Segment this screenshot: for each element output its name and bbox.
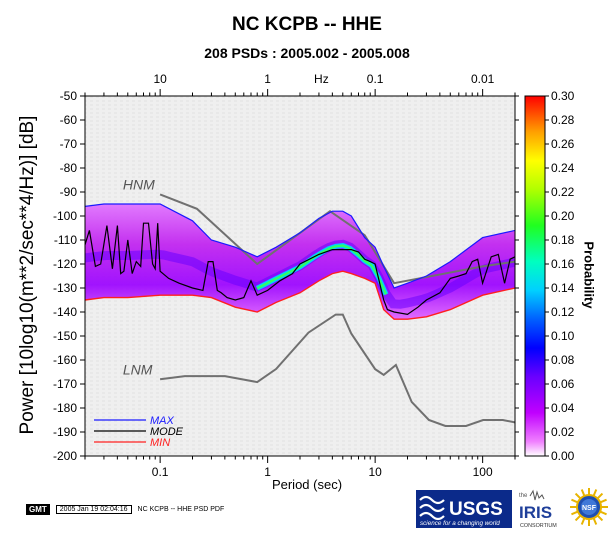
nsf-wordmark: NSF [582, 505, 597, 512]
chart-title: NC KCPB -- HHE [232, 14, 382, 35]
colorbar-tick-label: 0.14 [551, 281, 575, 295]
usgs-wordmark: USGS [449, 499, 503, 520]
y-tick-label: -130 [53, 281, 77, 295]
colorbar-tick-label: 0.22 [551, 185, 575, 199]
nsf-ray [580, 489, 586, 497]
colorbar-tick-label: 0.00 [551, 449, 575, 463]
timestamp: 2005 Jan 19 02:04:16 [55, 505, 132, 514]
x-tick-label: 1 [264, 465, 271, 479]
y-tick-label: -120 [53, 257, 77, 271]
nsf-ray [592, 517, 598, 525]
footer-caption: NC KCPB -- HHE PSD PDF [137, 506, 225, 513]
nsf-ray [574, 514, 582, 522]
colorbar-tick-label: 0.06 [551, 377, 575, 391]
colorbar-tick-label: 0.26 [551, 137, 575, 151]
colorbar-tick-label: 0.28 [551, 113, 575, 127]
iris-wordmark: IRIS [519, 503, 552, 522]
y-tick-label: -200 [53, 449, 77, 463]
nsf-ray [571, 510, 579, 516]
label-hnm: HNM [123, 177, 155, 193]
colorbar-tick-label: 0.12 [551, 305, 575, 319]
nsf-ray [571, 498, 579, 504]
y-tick-label: -150 [53, 329, 77, 343]
y-tick-label: -110 [54, 233, 77, 247]
y-tick-label: -90 [60, 185, 78, 199]
series-max-line [85, 203, 515, 289]
x-tick-label: 10 [368, 465, 382, 479]
y-tick-label: -80 [60, 161, 78, 175]
footer: GMT 2005 Jan 19 02:04:16 NC KCPB -- HHE … [26, 504, 224, 515]
legend-min-label: MIN [150, 437, 170, 449]
series-lnm-line [159, 313, 515, 427]
colorbar-tick-label: 0.18 [551, 233, 575, 247]
usgs-logo: USGS science for a changing world [416, 490, 512, 528]
colorbar-tick-label: 0.04 [551, 401, 575, 415]
nsf-ray [592, 489, 598, 497]
gmt-badge: GMT [26, 504, 50, 515]
x2-tick-label: 0.1 [367, 72, 384, 86]
y-tick-label: -140 [53, 305, 77, 319]
nsf-ray [574, 492, 582, 500]
nsf-ray [596, 492, 604, 500]
x2-axis-label: Hz [314, 72, 329, 86]
y-tick-label: -180 [53, 401, 77, 415]
colorbar [524, 95, 546, 457]
y-tick-label: -100 [53, 209, 77, 223]
colorbar-tick-label: 0.30 [551, 89, 575, 103]
colorbar-tick-label: 0.10 [551, 329, 575, 343]
series-min-line [85, 270, 515, 320]
x2-tick-label: 0.01 [471, 72, 495, 86]
label-lnm: LNM [123, 361, 153, 377]
nsf-ray [599, 510, 607, 516]
colorbar-tick-label: 0.24 [551, 161, 575, 175]
density-peak-green [256, 244, 388, 295]
iris-consortium: CONSORTIUM [520, 523, 557, 529]
x-tick-label: 100 [473, 465, 493, 479]
nsf-logo: NSF [570, 488, 608, 526]
colorbar-label: Probability [581, 241, 597, 309]
legend-max-label: MAX [150, 415, 175, 427]
nsf-ray [596, 514, 604, 522]
chart-subtitle: 208 PSDs : 2005.002 - 2005.008 [204, 45, 410, 61]
y-tick-label: -50 [60, 89, 78, 103]
colorbar-tick-label: 0.16 [551, 257, 575, 271]
y-tick-label: -190 [53, 425, 77, 439]
nsf-ray [599, 498, 607, 504]
colorbar-tick-label: 0.20 [551, 209, 575, 223]
x2-tick-label: 10 [153, 72, 167, 86]
x2-tick-label: 1 [264, 72, 271, 86]
y-tick-label: -170 [53, 377, 77, 391]
legend-mode-label: MODE [150, 426, 184, 438]
x-tick-label: 0.1 [152, 465, 169, 479]
colorbar-tick-label: 0.02 [551, 425, 575, 439]
series-mode-line [85, 222, 515, 316]
y-axis-label: Power [10log10(m**2/sec**4/Hz)] [dB] [17, 115, 38, 435]
y-tick-label: -60 [60, 113, 78, 127]
iris-the: the [519, 493, 528, 499]
x-axis-label: Period (sec) [271, 477, 343, 492]
iris-logo: the IRIS CONSORTIUM [519, 489, 557, 529]
y-tick-label: -160 [53, 353, 77, 367]
y-tick-label: -70 [60, 137, 78, 151]
colorbar-tick-label: 0.08 [551, 353, 575, 367]
nsf-ray [580, 517, 586, 525]
usgs-tagline: science for a changing world [420, 520, 500, 527]
